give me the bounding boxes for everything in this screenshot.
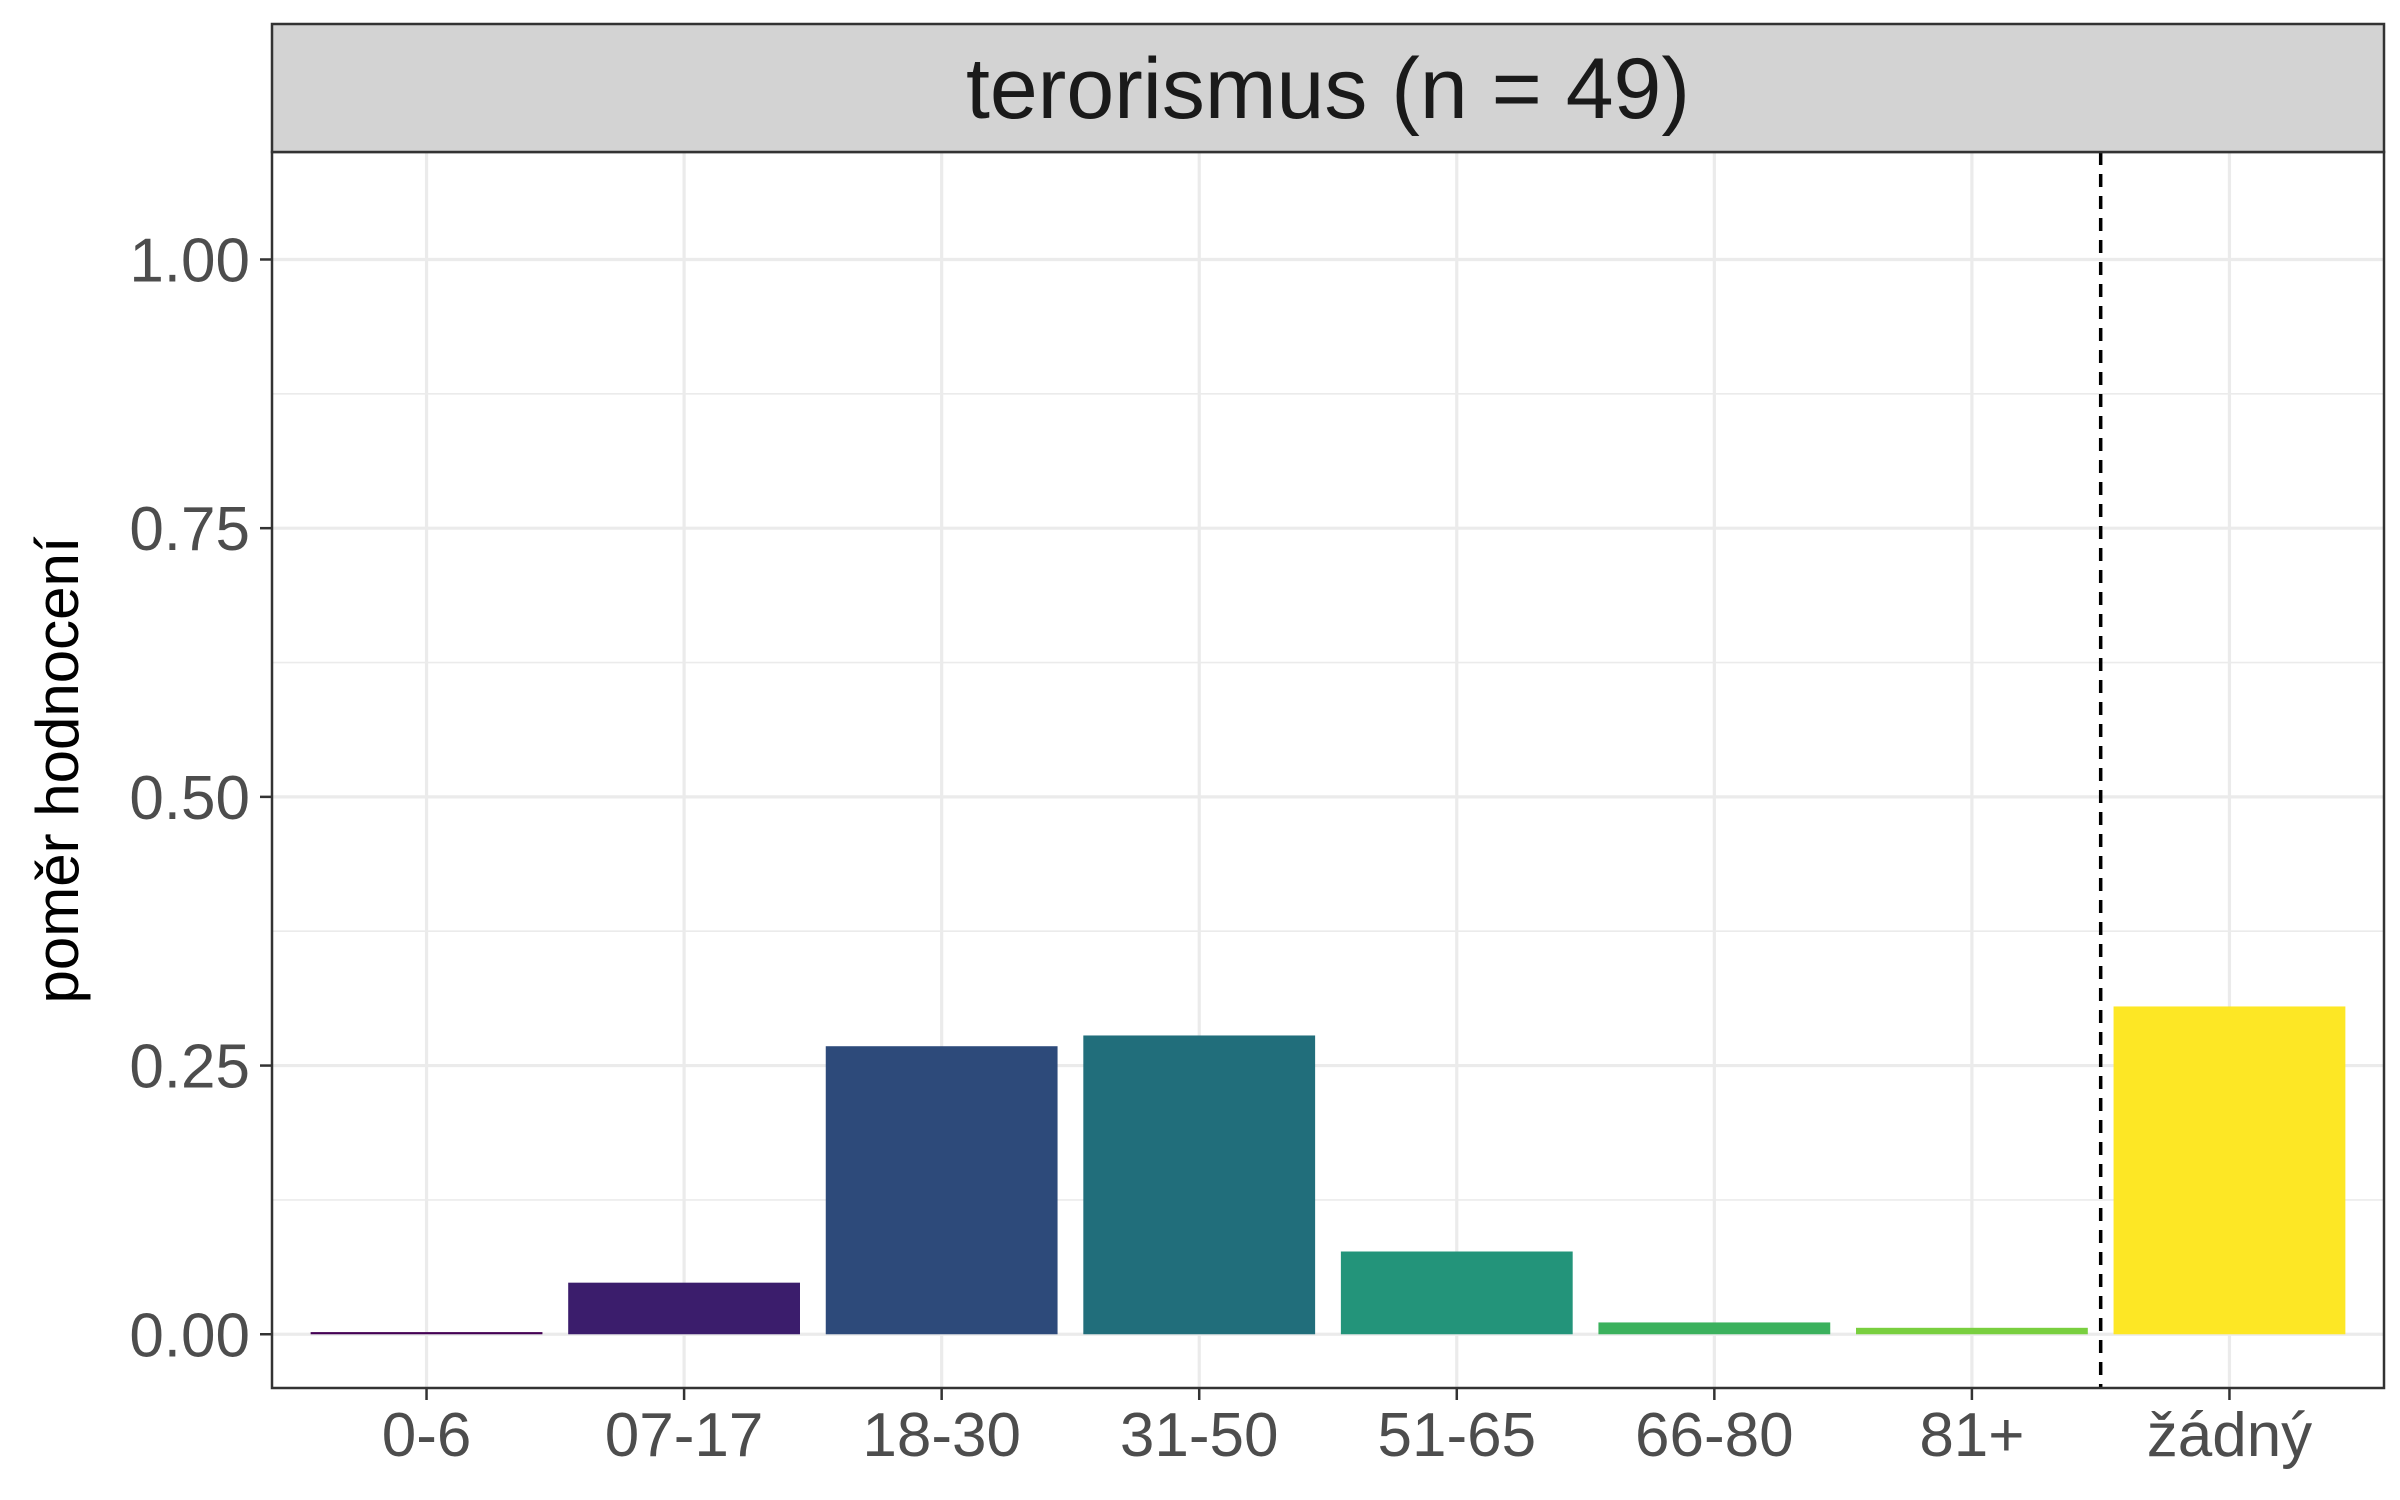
panel-background: [272, 152, 2384, 1388]
x-tick-label: 0-6: [382, 1401, 472, 1470]
y-tick-label: 1.00: [129, 226, 250, 295]
minor-gridlines: [272, 393, 2384, 1201]
y-tick-label: 0.00: [129, 1301, 250, 1370]
bar-18-30: [825, 1046, 1058, 1335]
x-tick-label: 66-80: [1635, 1401, 1794, 1470]
bar-81+: [1856, 1327, 2088, 1335]
x-tick-label: 81+: [1919, 1401, 2024, 1470]
bar-51-65: [1340, 1251, 1573, 1335]
x-tick-label: 31-50: [1120, 1401, 1279, 1470]
bar-0-6: [310, 1332, 543, 1335]
y-tick-label: 0.25: [129, 1033, 250, 1102]
bar-žádný: [2113, 1006, 2346, 1335]
y-axis-title: poměr hodnocení: [24, 536, 91, 1003]
x-tick-label: žádný: [2147, 1401, 2312, 1470]
x-tick-label: 51-65: [1377, 1401, 1536, 1470]
facet-title: terorismus (n = 49): [966, 41, 1690, 137]
facet-strip-background: [270, 22, 2386, 154]
y-tick-label: 0.50: [129, 764, 250, 833]
y-tick-label: 0.75: [129, 495, 250, 564]
plot-panel: [270, 150, 2386, 1390]
bars: [310, 1006, 2346, 1335]
bar-31-50: [1083, 1035, 1316, 1335]
x-tick-label: 07-17: [605, 1401, 764, 1470]
bar-66-80: [1598, 1322, 1831, 1335]
x-axis: 0-6 07-17 18-30 31-50 51-65 66-80 81+ žádný: [382, 1388, 2312, 1470]
y-axis: 0.00 0.25 0.50 0.75 1.00: [129, 226, 272, 1370]
x-tick-label: 18-30: [862, 1401, 1021, 1470]
bar-07-17: [568, 1282, 800, 1335]
facet-strip: terorismus (n = 49): [270, 22, 2386, 154]
